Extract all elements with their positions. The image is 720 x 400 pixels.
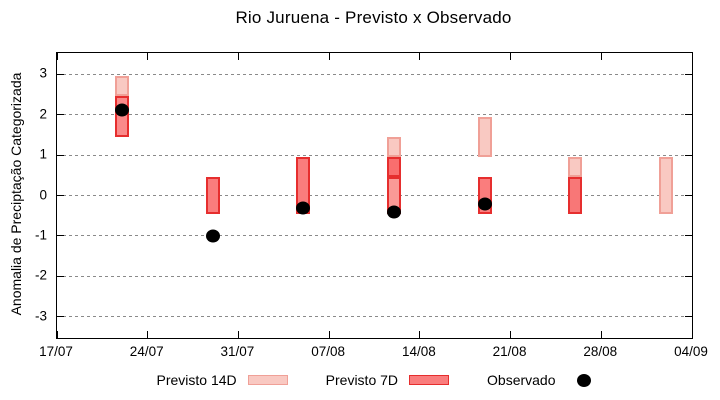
- x-tick-label: 21/08: [492, 344, 527, 359]
- legend-label: Previsto 7D: [325, 372, 399, 388]
- y-tick-mark: [685, 154, 692, 156]
- gridline-y--1: [57, 235, 692, 237]
- y-tick-label: -1: [34, 227, 47, 243]
- legend-swatch: [409, 375, 450, 385]
- x-tick-mark: [691, 331, 693, 338]
- x-tick-label: 14/08: [401, 344, 436, 359]
- observed-dot: [477, 197, 492, 211]
- x-tick-mark: [510, 53, 512, 60]
- y-tick-mark: [57, 114, 64, 116]
- legend-label: Previsto 14D: [156, 372, 237, 388]
- y-tick-mark: [57, 195, 64, 196]
- y-tick-mark: [57, 154, 64, 156]
- legend-swatch: [247, 375, 288, 385]
- x-tick-mark: [328, 331, 330, 338]
- gridline-y--3: [57, 316, 692, 318]
- gridline-y-0: [57, 195, 692, 196]
- x-tick-mark: [600, 53, 602, 60]
- observed-dot: [386, 205, 401, 219]
- x-tick-mark: [419, 331, 421, 338]
- x-tick-mark: [328, 53, 330, 60]
- x-tick-mark: [56, 331, 58, 338]
- x-tick-label: 17/07: [39, 344, 73, 359]
- observed-dot: [205, 229, 220, 243]
- y-tick-mark: [57, 275, 64, 277]
- x-tick-mark: [510, 331, 512, 338]
- plot-area: [56, 52, 693, 339]
- x-tick-label: 04/09: [674, 344, 708, 359]
- y-tick-mark: [685, 73, 692, 75]
- x-tick-mark: [147, 53, 149, 60]
- y-tick-label: -2: [34, 267, 47, 283]
- y-tick-label: 2: [39, 106, 47, 122]
- x-tick-label: 31/07: [220, 344, 255, 359]
- x-tick-mark: [56, 53, 58, 60]
- y-tick-mark: [685, 235, 692, 237]
- legend-item: Observado: [487, 372, 591, 388]
- observed-dot: [114, 103, 129, 117]
- y-tick-mark: [57, 73, 64, 75]
- x-tick-mark: [600, 331, 602, 338]
- forecast-bar-segment: [477, 116, 492, 158]
- y-tick-label: 0: [39, 187, 47, 202]
- forecast-bar-segment: [205, 177, 220, 214]
- x-tick-label: 07/08: [311, 344, 346, 359]
- legend: Previsto 14D Previsto 7D Observado: [56, 367, 691, 393]
- observed-dot: [296, 201, 311, 215]
- forecast-bar-segment: [386, 157, 401, 178]
- forecast-bar-segment: [659, 157, 674, 214]
- y-tick-mark: [57, 316, 64, 318]
- y-tick-label: -3: [34, 308, 47, 324]
- gridline-y-2: [57, 114, 692, 116]
- x-tick-mark: [419, 53, 421, 60]
- x-tick-mark: [237, 53, 239, 60]
- gridline-y-3: [57, 73, 692, 75]
- legend-label: Observado: [487, 372, 556, 388]
- legend-item: Previsto 14D: [157, 372, 288, 388]
- y-tick-mark: [685, 275, 692, 277]
- y-tick-label: 3: [39, 65, 47, 81]
- x-tick-mark: [147, 331, 149, 338]
- x-tick-mark: [691, 53, 693, 60]
- chart-title: Rio Juruena - Previsto x Observado: [235, 8, 512, 27]
- y-tick-mark: [685, 316, 692, 318]
- y-tick-mark: [685, 114, 692, 116]
- y-tick-mark: [57, 235, 64, 237]
- observado-legend-dot: [576, 373, 591, 387]
- x-tick-label: 24/07: [129, 344, 164, 359]
- x-tick-mark: [237, 331, 239, 338]
- y-tick-label: 1: [39, 146, 47, 162]
- gridline-y--2: [57, 275, 692, 277]
- x-tick-label: 28/08: [583, 344, 618, 359]
- y-tick-mark: [685, 195, 692, 196]
- forecast-bar-segment: [114, 76, 129, 97]
- forecast-bar-segment: [386, 136, 401, 158]
- gridline-y-1: [57, 154, 692, 156]
- forecast-bar-segment: [568, 157, 583, 178]
- legend-item: Previsto 7D: [325, 372, 450, 388]
- forecast-bar-segment: [568, 177, 583, 214]
